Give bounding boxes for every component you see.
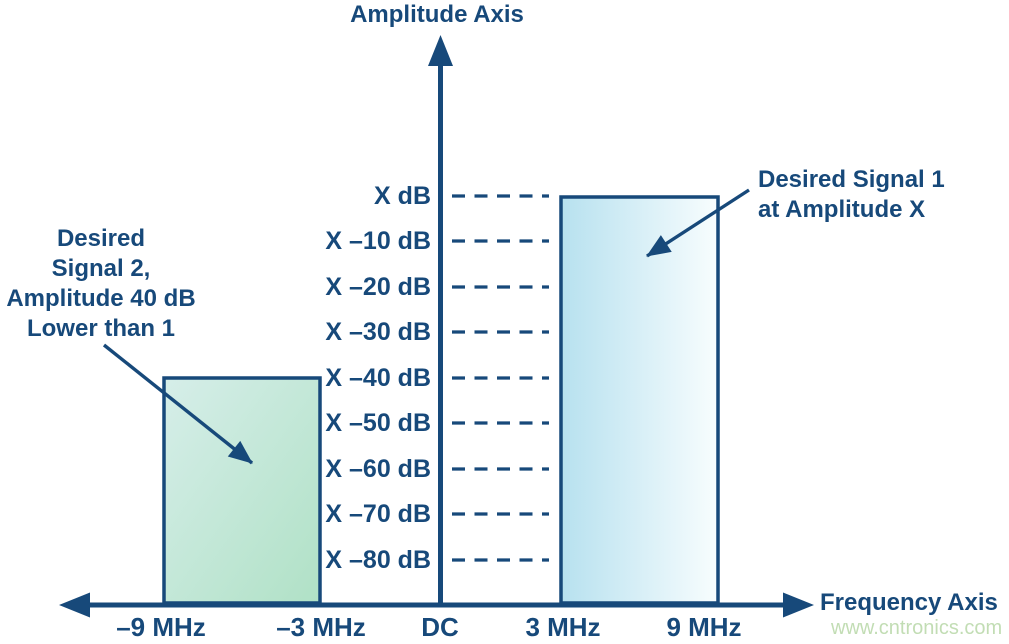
frequency-tick-label-dc: DC	[421, 612, 459, 642]
signal2-annotation-arrow	[102, 343, 254, 465]
signal2-annotation-line2: Signal 2,	[51, 255, 151, 282]
signal2-annotation: Desired Signal 2, Amplitude 40 dB Lower …	[0, 224, 202, 344]
amplitude-tick-label-xdb: X dB	[374, 182, 431, 210]
signal1-annotation: Desired Signal 1 at Amplitude X	[758, 165, 945, 225]
amplitude-tick-label-x30db: X –30 dB	[325, 318, 431, 346]
frequency-axis-left-arrowhead-icon	[59, 592, 90, 618]
signal1-annotation-line2: at Amplitude X	[758, 196, 926, 223]
amplitude-reference-dashes	[452, 194, 549, 562]
signal1-bar	[559, 195, 720, 605]
amplitude-tick-label-x10db: X –10 dB	[325, 227, 431, 255]
frequency-tick-label-3mhz: 3 MHz	[525, 612, 601, 642]
frequency-tick-label-9mhz: 9 MHz	[666, 612, 742, 642]
signal1-annotation-arrow	[646, 188, 750, 258]
amplitude-axis-title: Amplitude Axis	[350, 1, 524, 28]
amplitude-tick-label-x60db: X –60 dB	[325, 455, 431, 483]
amplitude-tick-label-x50db: X –50 dB	[325, 409, 431, 437]
amplitude-tick-label-x40db: X –40 dB	[325, 364, 431, 392]
watermark-text: www.cntronics.com	[831, 617, 1003, 639]
frequency-axis-right-arrowhead-icon	[783, 592, 814, 618]
signal2-annotation-line4: Lower than 1	[26, 315, 176, 342]
frequency-tick-label-neg3mhz: –3 MHz	[276, 612, 366, 642]
amplitude-tick-label-x20db: X –20 dB	[325, 273, 431, 301]
signal1-annotation-line1: Desired Signal 1	[758, 166, 945, 193]
amplitude-tick-label-x80db: X –80 dB	[325, 546, 431, 574]
signal2-annotation-line3: Amplitude 40 dB	[6, 285, 196, 312]
frequency-tick-label-neg9mhz: –9 MHz	[116, 612, 206, 642]
signal2-annotation-line1: Desired	[56, 225, 146, 252]
amplitude-axis-arrowhead-icon	[428, 35, 453, 66]
frequency-axis-title: Frequency Axis	[820, 589, 998, 616]
amplitude-tick-label-x70db: X –70 dB	[325, 500, 431, 528]
